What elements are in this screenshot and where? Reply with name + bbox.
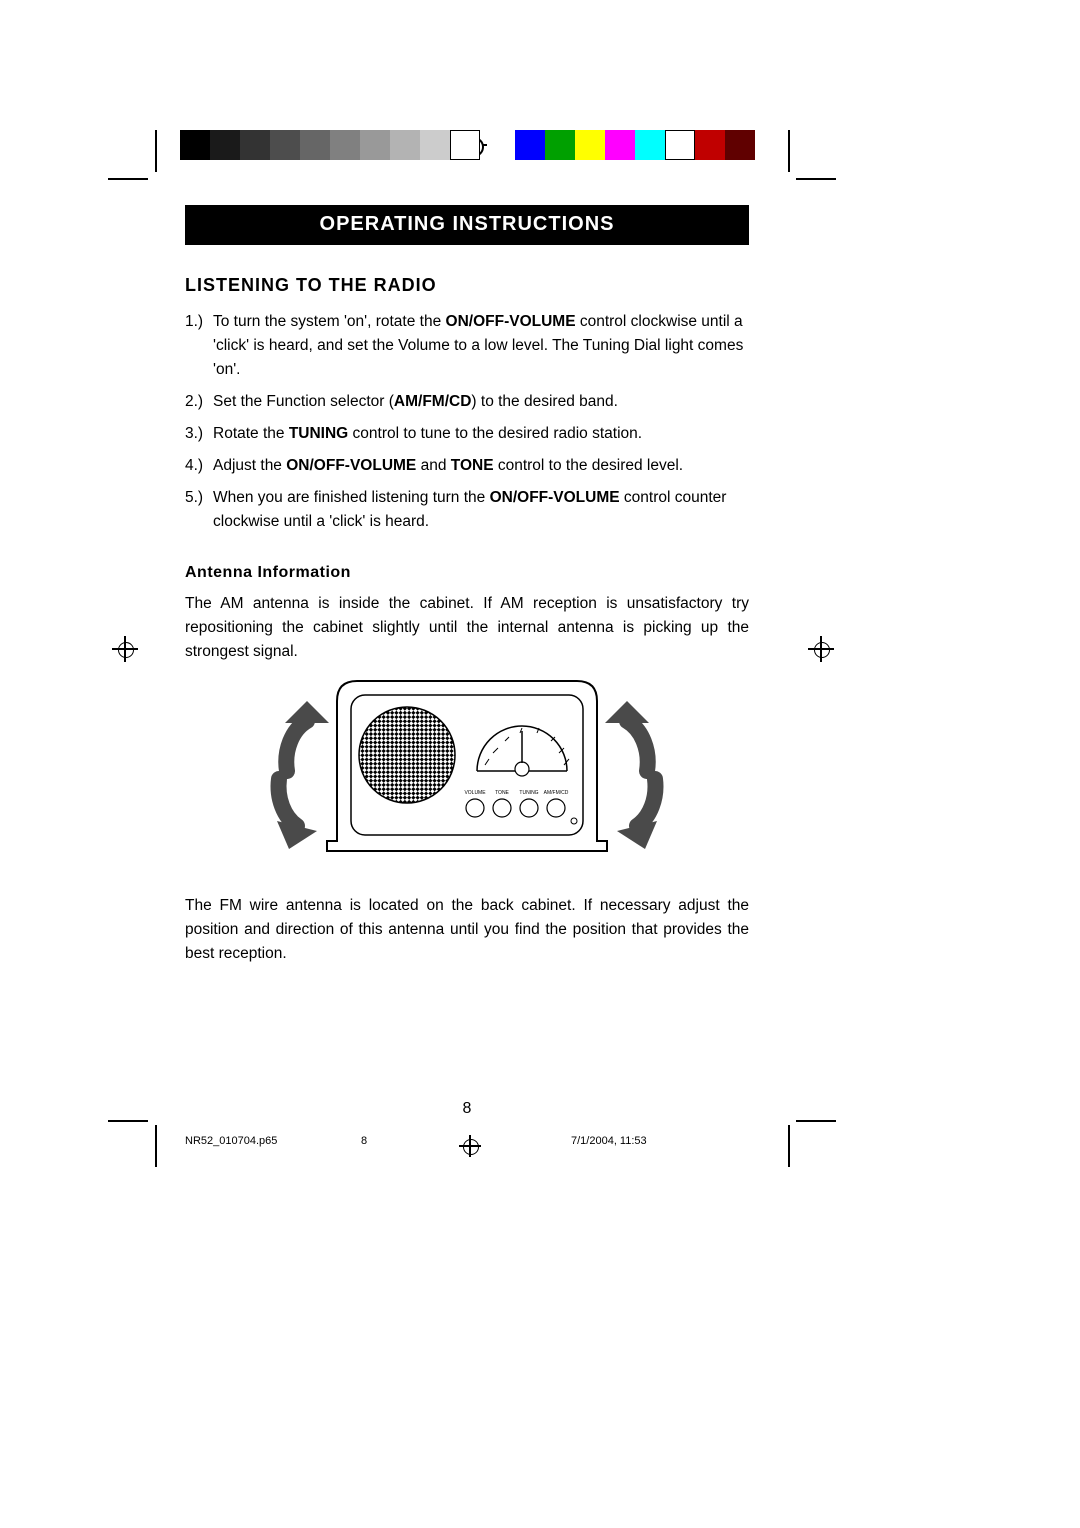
heading-listening: LISTENING TO THE RADIO [185,275,749,296]
list-text: Set the Function selector (AM/FM/CD) to … [213,390,749,414]
knob-label: VOLUME [464,790,486,796]
color-swatch [635,130,665,160]
color-swatch [180,130,210,160]
color-swatch [330,130,360,160]
color-swatch [515,130,545,160]
crop-mark [155,1125,157,1167]
color-swatch [360,130,390,160]
crop-mark [155,130,157,172]
antenna-para-1: The AM antenna is inside the cabinet. If… [185,592,749,664]
list-item: 4.)Adjust the ON/OFF-VOLUME and TONE con… [185,454,749,478]
list-number: 4.) [185,454,213,478]
list-number: 3.) [185,422,213,446]
registration-mark-icon [459,1135,481,1157]
color-swatch [300,130,330,160]
color-swatch [240,130,270,160]
knob-label: TUNING [519,790,538,796]
instruction-list: 1.)To turn the system 'on', rotate the O… [185,310,749,534]
list-text: Adjust the ON/OFF-VOLUME and TONE contro… [213,454,749,478]
radio-illustration: VOLUME TONE TUNING AM/FM/CD [185,676,749,876]
knob-label: TONE [495,790,509,796]
color-swatch [725,130,755,160]
crop-mark [796,178,836,180]
crop-mark [788,1125,790,1167]
color-swatch [210,130,240,160]
color-swatch [420,130,450,160]
list-number: 2.) [185,390,213,414]
list-text: Rotate the TUNING control to tune to the… [213,422,749,446]
crop-mark [796,1120,836,1122]
list-text: To turn the system 'on', rotate the ON/O… [213,310,749,382]
color-swatch [545,130,575,160]
registration-mark-icon [808,636,834,662]
crop-mark [788,130,790,172]
color-swatch [390,130,420,160]
knob-label: AM/FM/CD [544,790,569,796]
footer-filename: NR52_010704.p65 [185,1135,277,1147]
print-colorbar-grayscale [180,130,480,160]
list-number: 5.) [185,486,213,534]
content-area: OPERATING INSTRUCTIONS LISTENING TO THE … [185,205,749,976]
color-swatch [270,130,300,160]
list-item: 2.)Set the Function selector (AM/FM/CD) … [185,390,749,414]
color-swatch [665,130,695,160]
list-item: 5.)When you are finished listening turn … [185,486,749,534]
page: OPERATING INSTRUCTIONS LISTENING TO THE … [0,0,1080,1528]
list-item: 1.)To turn the system 'on', rotate the O… [185,310,749,382]
footer-page: 8 [361,1135,367,1147]
footer-datetime: 7/1/2004, 11:53 [571,1135,647,1147]
color-swatch [450,130,480,160]
page-number: 8 [185,1100,749,1118]
section-title-bar: OPERATING INSTRUCTIONS [185,205,749,245]
crop-mark [108,1120,148,1122]
list-item: 3.)Rotate the TUNING control to tune to … [185,422,749,446]
print-colorbar-color [515,130,755,160]
crop-mark [108,178,148,180]
registration-mark-icon [112,636,138,662]
list-text: When you are finished listening turn the… [213,486,749,534]
color-swatch [605,130,635,160]
color-swatch [575,130,605,160]
antenna-para-2: The FM wire antenna is located on the ba… [185,894,749,966]
color-swatch [695,130,725,160]
heading-antenna: Antenna Information [185,564,749,582]
list-number: 1.) [185,310,213,382]
